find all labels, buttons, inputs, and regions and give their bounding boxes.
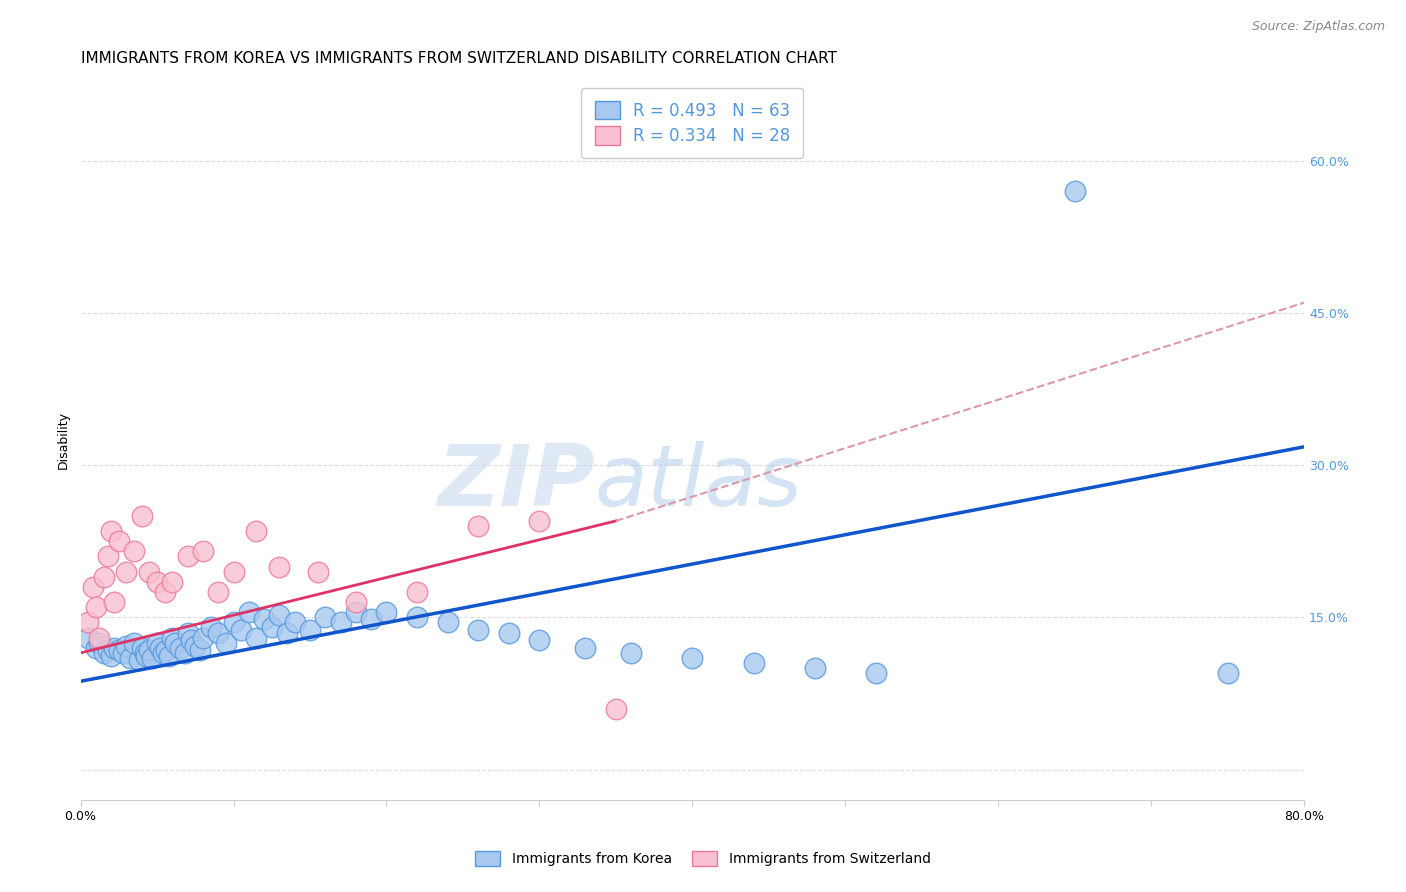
Point — [344, 605, 367, 619]
Point — [314, 610, 336, 624]
Point — [112, 646, 135, 660]
Point — [406, 610, 429, 624]
Point — [115, 565, 138, 579]
Point — [122, 636, 145, 650]
Legend: Immigrants from Korea, Immigrants from Switzerland: Immigrants from Korea, Immigrants from S… — [470, 846, 936, 871]
Point — [157, 648, 180, 663]
Text: Source: ZipAtlas.com: Source: ZipAtlas.com — [1251, 20, 1385, 33]
Point — [131, 508, 153, 523]
Point — [298, 623, 321, 637]
Point — [176, 625, 198, 640]
Point — [803, 661, 825, 675]
Point — [238, 605, 260, 619]
Point — [93, 570, 115, 584]
Point — [467, 623, 489, 637]
Point — [153, 585, 176, 599]
Point — [77, 615, 100, 630]
Point — [360, 612, 382, 626]
Point — [276, 625, 298, 640]
Legend: R = 0.493   N = 63, R = 0.334   N = 28: R = 0.493 N = 63, R = 0.334 N = 28 — [581, 87, 803, 159]
Point — [253, 612, 276, 626]
Point — [173, 646, 195, 660]
Point — [231, 623, 253, 637]
Point — [681, 651, 703, 665]
Point — [406, 585, 429, 599]
Point — [103, 640, 125, 655]
Point — [269, 608, 291, 623]
Point — [1216, 666, 1239, 681]
Point — [284, 615, 307, 630]
Point — [122, 544, 145, 558]
Point — [103, 595, 125, 609]
Point — [215, 636, 238, 650]
Point — [344, 595, 367, 609]
Point — [222, 615, 245, 630]
Point — [149, 640, 172, 655]
Point — [245, 524, 267, 538]
Point — [529, 514, 551, 528]
Point — [146, 636, 169, 650]
Point — [155, 643, 177, 657]
Point — [162, 574, 184, 589]
Point — [77, 631, 100, 645]
Point — [131, 640, 153, 655]
Point — [115, 639, 138, 653]
Point — [207, 625, 229, 640]
Point — [620, 646, 643, 660]
Point — [184, 639, 207, 653]
Point — [97, 549, 120, 564]
Point — [865, 666, 887, 681]
Point — [180, 632, 202, 647]
Point — [100, 524, 122, 538]
Point — [128, 653, 150, 667]
Point — [245, 631, 267, 645]
Point — [574, 640, 596, 655]
Point — [1063, 184, 1085, 198]
Point — [222, 565, 245, 579]
Text: atlas: atlas — [595, 442, 803, 524]
Point — [375, 605, 398, 619]
Point — [176, 549, 198, 564]
Point — [93, 646, 115, 660]
Point — [100, 648, 122, 663]
Point — [436, 615, 458, 630]
Point — [742, 656, 765, 670]
Point — [162, 631, 184, 645]
Point — [307, 565, 329, 579]
Point — [108, 534, 131, 549]
Point — [188, 643, 211, 657]
Point — [165, 636, 187, 650]
Point — [84, 640, 107, 655]
Point — [467, 519, 489, 533]
Point — [97, 643, 120, 657]
Text: ZIP: ZIP — [437, 442, 595, 524]
Point — [152, 646, 174, 660]
Point — [200, 620, 222, 634]
Point — [329, 615, 352, 630]
Point — [605, 702, 627, 716]
Point — [146, 574, 169, 589]
Point — [191, 544, 214, 558]
Point — [108, 643, 131, 657]
Point — [498, 625, 520, 640]
Point — [169, 640, 191, 655]
Point — [191, 631, 214, 645]
Point — [84, 600, 107, 615]
Point — [138, 643, 160, 657]
Point — [207, 585, 229, 599]
Point — [82, 580, 104, 594]
Point — [141, 651, 163, 665]
Point — [269, 559, 291, 574]
Point — [529, 632, 551, 647]
Point — [87, 631, 110, 645]
Point — [87, 636, 110, 650]
Point — [118, 651, 141, 665]
Point — [138, 565, 160, 579]
Point — [135, 648, 157, 663]
Y-axis label: Disability: Disability — [58, 410, 70, 468]
Text: IMMIGRANTS FROM KOREA VS IMMIGRANTS FROM SWITZERLAND DISABILITY CORRELATION CHAR: IMMIGRANTS FROM KOREA VS IMMIGRANTS FROM… — [80, 51, 837, 66]
Point — [260, 620, 283, 634]
Point — [134, 646, 156, 660]
